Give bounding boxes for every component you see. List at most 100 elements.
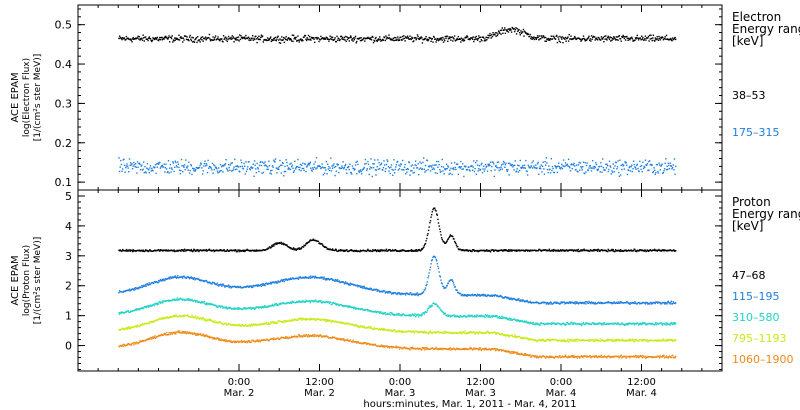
data-point xyxy=(453,168,455,171)
data-point xyxy=(339,250,341,252)
data-point xyxy=(375,250,378,253)
data-point xyxy=(261,305,264,308)
data-point xyxy=(642,161,644,163)
data-point xyxy=(623,35,625,38)
data-point xyxy=(463,294,466,296)
data-point xyxy=(237,308,240,311)
data-point xyxy=(322,278,324,280)
data-point xyxy=(336,303,338,305)
data-point xyxy=(175,161,177,164)
data-point xyxy=(387,37,390,39)
data-point xyxy=(260,285,263,288)
data-point xyxy=(496,316,499,318)
data-point xyxy=(417,35,419,38)
data-point xyxy=(247,36,250,38)
data-point xyxy=(175,277,178,279)
data-point xyxy=(619,250,621,253)
data-point xyxy=(181,315,183,318)
data-point xyxy=(189,299,191,301)
data-point xyxy=(670,300,673,302)
data-point xyxy=(248,39,250,41)
data-point xyxy=(200,163,202,165)
data-point xyxy=(457,315,460,317)
data-point xyxy=(175,276,177,278)
data-point xyxy=(263,162,265,164)
data-point xyxy=(642,167,645,170)
data-point xyxy=(304,276,307,278)
data-point xyxy=(444,169,446,171)
data-point xyxy=(183,250,185,253)
data-point xyxy=(428,226,430,228)
data-point xyxy=(205,248,207,251)
data-point xyxy=(233,41,235,43)
data-point xyxy=(674,173,676,176)
data-point xyxy=(610,166,612,168)
data-point xyxy=(428,166,430,168)
data-point xyxy=(385,168,387,170)
data-point xyxy=(147,168,149,170)
data-point xyxy=(253,322,255,325)
data-point xyxy=(279,302,282,304)
data-point xyxy=(235,168,238,170)
data-point xyxy=(512,164,515,167)
data-point xyxy=(176,166,178,168)
data-point xyxy=(369,168,371,170)
data-point xyxy=(230,162,232,164)
data-point xyxy=(392,293,394,295)
data-point xyxy=(174,315,176,317)
data-point xyxy=(270,283,272,285)
data-point xyxy=(506,170,508,172)
data-point xyxy=(149,321,152,323)
data-point xyxy=(261,284,264,286)
data-point xyxy=(230,287,232,289)
data-point xyxy=(227,164,230,166)
data-point xyxy=(668,164,670,167)
data-point xyxy=(493,295,495,297)
data-point xyxy=(434,164,436,166)
data-point xyxy=(363,166,365,169)
data-point xyxy=(569,323,572,325)
data-point xyxy=(635,168,637,170)
data-point xyxy=(411,170,413,172)
data-point xyxy=(499,32,501,34)
data-point xyxy=(183,276,186,278)
data-point xyxy=(379,167,381,170)
data-point xyxy=(506,317,508,319)
data-point xyxy=(505,29,507,31)
data-point xyxy=(436,260,438,262)
data-point xyxy=(453,161,456,164)
data-point xyxy=(264,284,266,287)
data-point xyxy=(665,34,668,37)
data-point xyxy=(539,166,541,168)
data-point xyxy=(408,315,411,317)
data-point xyxy=(307,164,309,166)
data-point xyxy=(374,169,377,171)
data-point xyxy=(643,165,645,168)
data-point xyxy=(546,168,549,171)
data-point xyxy=(449,234,451,236)
data-point xyxy=(640,168,642,171)
data-point xyxy=(598,301,600,303)
data-point xyxy=(654,324,656,326)
data-point xyxy=(149,283,152,285)
data-point xyxy=(182,249,185,251)
data-point xyxy=(452,280,454,282)
data-point xyxy=(206,304,208,306)
data-point xyxy=(378,249,380,252)
data-point xyxy=(395,249,397,251)
data-point xyxy=(213,38,215,40)
data-point xyxy=(310,36,313,39)
data-point xyxy=(658,162,660,164)
data-point xyxy=(675,250,677,252)
data-point xyxy=(450,39,452,41)
data-point xyxy=(237,324,239,326)
data-point xyxy=(389,172,391,175)
data-point xyxy=(473,316,475,318)
data-point xyxy=(619,38,622,40)
data-point xyxy=(136,326,138,328)
data-point xyxy=(426,234,429,237)
data-point xyxy=(665,303,667,305)
data-point xyxy=(118,313,121,315)
data-point xyxy=(624,161,626,163)
data-point xyxy=(251,285,253,288)
